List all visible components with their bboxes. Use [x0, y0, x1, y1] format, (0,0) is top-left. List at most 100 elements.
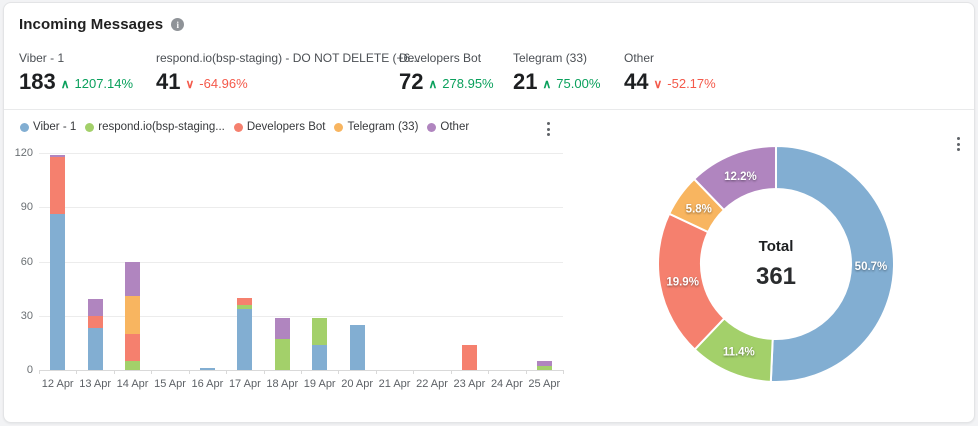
bar-segment[interactable]	[50, 214, 66, 370]
x-axis-tick	[413, 370, 415, 374]
x-axis-category-label: 19 Apr	[303, 378, 336, 390]
legend-dot-icon	[233, 122, 243, 132]
trend-arrow-icon: ∨	[653, 76, 663, 91]
kpi-change: 1207.14%	[74, 75, 134, 91]
x-axis-tick	[338, 370, 340, 374]
kpi-telegram: Telegram (33) 21 ∧ 75.00%	[513, 51, 624, 95]
donut-chart: 50.7% 11.4% 19.9% 5.8% 12.2% Total 361	[653, 141, 899, 387]
kpi-value: 72	[399, 69, 424, 94]
bar-segment[interactable]	[536, 366, 552, 370]
kpi-value: 41	[156, 69, 181, 94]
x-axis-category-label: 12 Apr	[41, 378, 74, 390]
kpi-value: 21	[513, 69, 538, 94]
legend-label: respond.io(bsp-staging...	[98, 121, 225, 133]
bar-segment[interactable]	[125, 333, 141, 361]
card-header: Incoming Messages i	[19, 16, 185, 33]
x-axis-tick	[563, 370, 564, 374]
donut-svg: 50.7% 11.4% 19.9% 5.8% 12.2%	[657, 144, 895, 383]
gridline	[39, 261, 563, 263]
x-axis-tick	[39, 370, 40, 374]
legend-label: Viber - 1	[33, 121, 77, 133]
legend-dot-icon	[85, 122, 95, 132]
gridline	[39, 315, 563, 317]
bar-segment[interactable]	[237, 308, 253, 370]
trend-arrow-icon: ∧	[542, 76, 552, 91]
x-axis-category-label: 17 Apr	[228, 378, 261, 390]
x-axis-tick	[525, 370, 527, 374]
info-icon[interactable]: i	[171, 18, 185, 31]
bar-segment[interactable]	[50, 156, 66, 215]
x-axis-tick	[113, 370, 115, 374]
kpi-respondio: respond.io(bsp-staging) - DO NOT DELETE …	[156, 51, 420, 95]
bar-segment[interactable]	[274, 339, 290, 370]
y-axis-tick-label: 120	[14, 147, 33, 159]
legend-item[interactable]: Other	[427, 121, 469, 133]
donut-slice[interactable]	[769, 144, 895, 383]
kpi-value: 183	[19, 69, 56, 94]
x-axis-category-label: 24 Apr	[490, 378, 523, 390]
donut-slice-label: 19.9%	[666, 277, 699, 289]
trend-arrow-icon: ∧	[428, 76, 438, 91]
y-axis-tick-label: 30	[20, 309, 33, 322]
legend-item[interactable]: Developers Bot	[233, 121, 326, 133]
bar-segment[interactable]	[199, 368, 215, 370]
x-axis-category-label: 13 Apr	[79, 378, 112, 390]
donut-slice-label: 50.7%	[855, 261, 888, 273]
kpi-developers-bot: Developers Bot 72 ∧ 278.95%	[399, 51, 513, 95]
x-axis-category-label: 15 Apr	[154, 378, 186, 390]
bar-segment[interactable]	[536, 360, 552, 367]
legend-dot-icon	[334, 122, 344, 132]
kpi-change: -64.96%	[199, 75, 248, 91]
x-axis-tick	[151, 370, 153, 374]
stacked-bar-chart: 0 30 60 90 120 12 Apr 13 Apr 14 Apr 15 Apr 16 Apr…	[4, 3, 624, 424]
bar-segment[interactable]	[237, 297, 253, 305]
donut-slice-label: 12.2%	[724, 171, 757, 183]
x-axis-category-label: 14 Apr	[116, 378, 149, 390]
kpi-label: Viber - 1	[19, 51, 65, 65]
bar-segment[interactable]	[312, 344, 328, 370]
kpi-change: -52.17%	[667, 75, 716, 91]
y-axis-tick-label: 60	[20, 255, 33, 268]
bar-segment[interactable]	[87, 328, 103, 370]
bar-segment[interactable]	[125, 295, 141, 334]
trend-arrow-icon: ∨	[185, 76, 195, 91]
kpi-other: Other 44 ∨ -52.17%	[624, 51, 716, 95]
bar-segment[interactable]	[237, 304, 253, 309]
divider	[4, 109, 974, 110]
x-axis-tick	[188, 370, 190, 374]
y-axis-tick-label: 90	[20, 201, 33, 214]
x-axis-tick	[301, 370, 302, 374]
bar-chart-kebab-menu-icon[interactable]	[540, 118, 556, 140]
bar-segment[interactable]	[125, 360, 141, 370]
legend-label: Developers Bot	[246, 121, 326, 133]
kpi-label: Telegram (33)	[513, 51, 588, 65]
card-title: Incoming Messages	[19, 16, 164, 33]
legend-item[interactable]: Telegram (33)	[334, 121, 418, 133]
donut-slice-label: 11.4%	[723, 346, 755, 358]
chart-legend: Viber - 1 respond.io(bsp-staging... Develo…	[20, 121, 478, 133]
x-axis-category-label: 23 Apr	[453, 378, 486, 390]
bar-segment[interactable]	[349, 324, 365, 370]
legend-item[interactable]: respond.io(bsp-staging...	[85, 121, 225, 133]
legend-dot-icon	[20, 122, 29, 132]
bar-segment[interactable]	[87, 299, 103, 316]
trend-arrow-icon: ∧	[60, 76, 70, 91]
bar-segment[interactable]	[50, 154, 66, 157]
bar-segment[interactable]	[274, 317, 290, 340]
bar-segment[interactable]	[312, 317, 328, 345]
donut-slice-label: 5.8%	[686, 204, 712, 216]
x-axis-tick	[263, 370, 265, 374]
legend-item[interactable]: Viber - 1	[20, 121, 76, 133]
bar-segment[interactable]	[125, 261, 141, 296]
donut-slice[interactable]	[692, 144, 777, 212]
x-axis-category-label: 25 Apr	[528, 378, 561, 390]
kpi-label: Developers Bot	[399, 51, 482, 65]
kpi-value: 44	[624, 69, 649, 94]
x-axis-tick	[375, 370, 377, 374]
x-axis-tick	[226, 370, 228, 374]
bar-segment[interactable]	[87, 315, 103, 329]
kpi-change: 278.95%	[442, 75, 494, 91]
donut-chart-kebab-menu-icon[interactable]	[950, 133, 966, 155]
bar-segment[interactable]	[461, 344, 477, 370]
x-axis-category-label: 21 Apr	[378, 378, 411, 390]
